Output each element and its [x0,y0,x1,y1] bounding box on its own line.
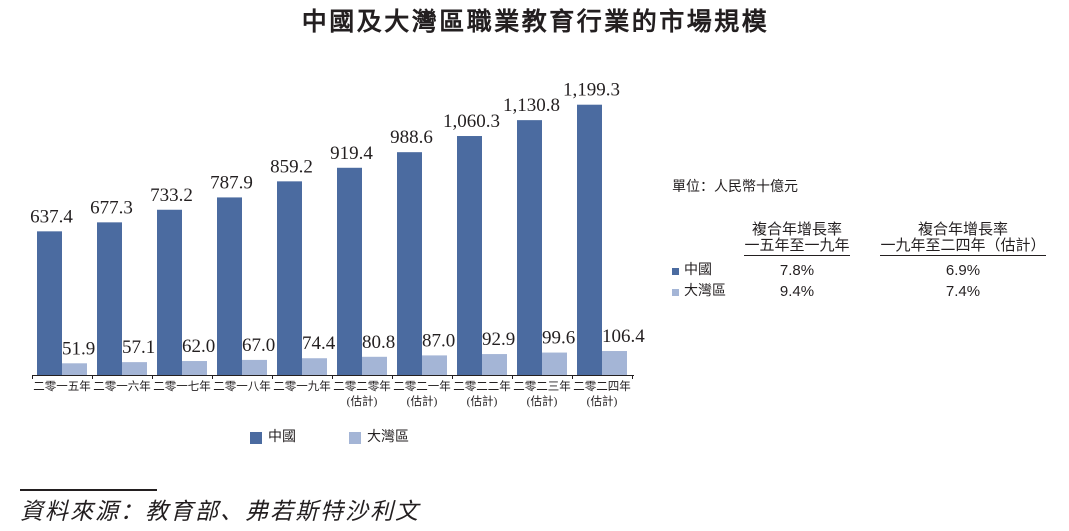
cagr-row-name-gba: 大灣區 [684,284,726,299]
cagr-row-swatch-china [672,268,679,275]
legend-label-china: 中國 [268,430,296,445]
series-2-value-label-3: 62.0 [182,336,215,357]
series-2-value-label-4: 67.0 [242,335,275,356]
x-tick-label-8: 二零二二年(估計) [453,379,511,408]
value-labels-group: 637.4 51.9 677.3 57.1 733.2 62.0 787.9 67.0 859.… [30,80,645,360]
bars-group [37,104,627,375]
cagr-value-china-1: 7.8% [779,262,815,279]
source-note: 資料來源：教育部、弗若斯特沙利文 [20,499,420,524]
series-2-bar-2 [122,362,147,375]
series-2-value-label-10: 106.4 [602,326,645,347]
cagr-value-china-2: 6.9% [945,262,981,279]
x-tick-label-line: 二零二一年 [393,379,451,393]
series-1-value-label-3: 733.2 [150,185,193,206]
series-2-bar-6 [362,356,387,375]
series-1-value-label-9: 1,130.8 [503,95,560,116]
x-ticks-group [32,375,633,379]
series-2-bar-3 [182,361,207,375]
cagr-column-title-2: 複合年增長率 [917,222,1008,238]
series-1-bar-2 [97,222,122,375]
x-tick-label-line: 二零一八年 [213,379,271,393]
x-tick-label-line: (估計) [407,394,438,408]
x-tick-label-line: (估計) [527,394,558,408]
series-2-value-label-5: 74.4 [302,333,336,354]
legend-item-china: 中國 [250,430,296,446]
x-tick-label-line: (估計) [467,394,498,408]
x-tick-label-4: 二零一八年 [213,379,271,393]
chart-title: 中國及大灣區職業教育行業的市場規模 [301,9,770,36]
x-tick-label-line: 二零一七年 [153,379,211,393]
x-tick-label-3: 二零一七年 [153,379,211,393]
x-tick-label-line: 二零一九年 [273,379,331,393]
series-1-value-label-5: 859.2 [270,156,313,177]
cagr-value-gba-1: 9.4% [779,283,815,300]
series-1-bar-9 [517,120,542,375]
x-tick-label-line: 二零二零年 [333,379,391,393]
unit-label: 單位：人民幣十億元 [672,180,798,195]
cagr-row-swatch-gba [672,289,679,296]
cagr-row-name-china: 中國 [684,263,712,278]
x-tick-label-1: 二零一五年 [33,379,91,393]
series-1-value-label-8: 1,060.3 [443,111,500,132]
cagr-value-gba-2: 7.4% [945,283,981,300]
cagr-column-header-2: 複合年增長率 一九年至二四年（估計） [873,222,1053,256]
x-tick-label-line: 二零一六年 [93,379,151,393]
x-tick-label-line: 二零二四年 [573,379,631,393]
series-2-bar-7 [422,355,447,375]
x-tick-labels-group: 二零一五年 二零一六年 二零一七年 二零一八年 二零一九年 二零二零年(估計)二零二一年(… [33,379,631,408]
series-1-value-label-7: 988.6 [390,127,433,148]
series-1-bar-4 [217,197,242,375]
x-tick-label-9: 二零二三年(估計) [513,379,571,408]
series-1-bar-8 [457,136,482,375]
x-tick-label-10: 二零二四年(估計) [573,379,631,408]
cagr-column-header-1: 複合年增長率 一五年至一九年 [737,222,857,256]
x-tick-label-7: 二零二一年(估計) [393,379,451,408]
series-2-bar-8 [482,354,507,375]
bar-chart: 637.4 51.9 677.3 57.1 733.2 62.0 787.9 67.0 859.… [30,80,645,408]
x-tick-label-line: 二零二三年 [513,379,571,393]
cagr-column-period-1: 一五年至一九年 [744,238,850,256]
series-2-value-label-7: 87.0 [422,330,455,351]
x-tick-label-line: (估計) [347,394,378,408]
x-tick-label-5: 二零一九年 [273,379,331,393]
x-tick-label-line: 二零一五年 [33,379,91,393]
series-2-bar-1 [62,363,87,375]
series-1-bar-5 [277,181,302,375]
series-2-value-label-8: 92.9 [482,329,515,350]
series-1-bar-1 [37,231,62,375]
series-2-value-label-9: 99.6 [542,328,575,349]
cagr-column-title-1: 複合年增長率 [751,222,842,238]
x-tick-label-6: 二零二零年(估計) [333,379,391,408]
legend-swatch-gba [349,432,361,444]
source-divider [20,489,157,491]
series-2-value-label-1: 51.9 [62,338,95,359]
series-2-bar-5 [302,358,327,375]
series-1-bar-10 [577,104,602,375]
cagr-column-period-2: 一九年至二四年（估計） [880,238,1046,256]
series-2-bar-9 [542,352,567,375]
series-2-value-label-2: 57.1 [122,337,155,358]
series-2-bar-10 [602,351,627,375]
x-tick-label-line: (估計) [587,394,618,408]
series-1-value-label-4: 787.9 [210,172,253,193]
series-1-value-label-2: 677.3 [90,197,133,218]
series-1-bar-7 [397,152,422,375]
x-tick-label-2: 二零一六年 [93,379,151,393]
legend-label-gba: 大灣區 [367,430,409,445]
series-1-value-label-1: 637.4 [30,206,73,227]
legend-swatch-china [250,432,262,444]
series-1-value-label-6: 919.4 [330,143,373,164]
x-tick-label-line: 二零二二年 [453,379,511,393]
series-2-value-label-6: 80.8 [362,332,395,353]
legend-item-gba: 大灣區 [349,430,409,446]
series-2-bar-4 [242,359,267,375]
series-1-value-label-10: 1,199.3 [563,80,620,101]
series-1-bar-3 [157,209,182,375]
series-1-bar-6 [337,167,362,375]
